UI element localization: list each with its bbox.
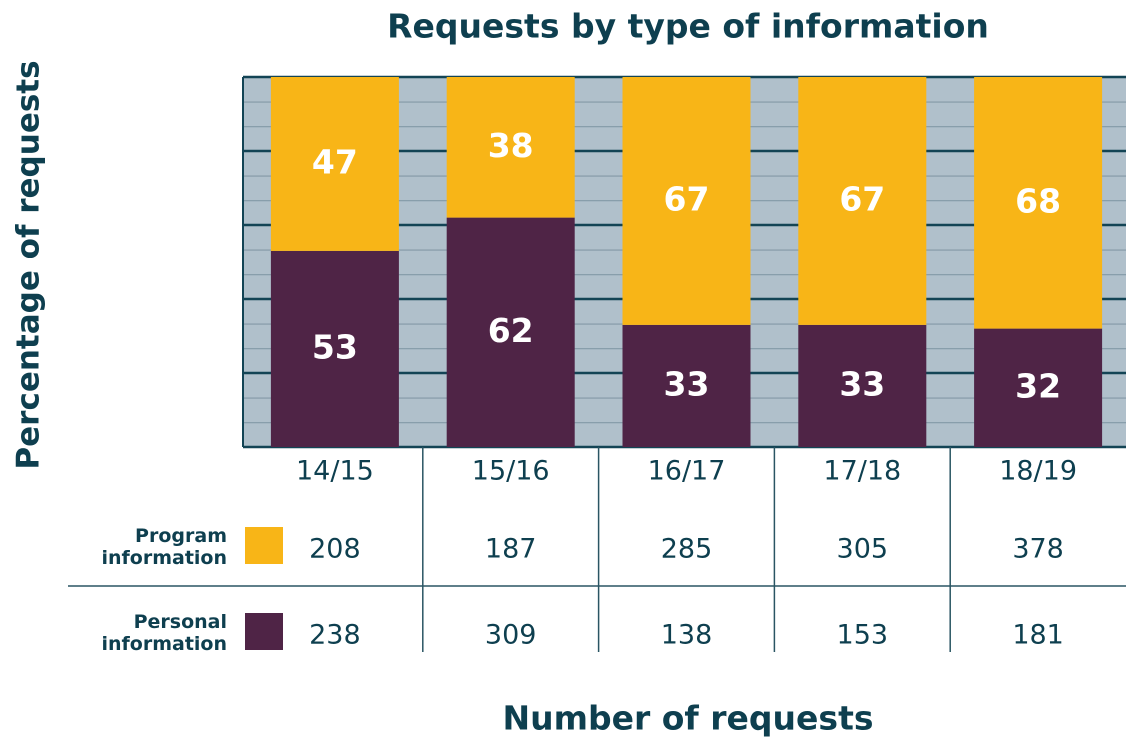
bar-segment [270, 77, 399, 251]
bar-segment [622, 77, 751, 325]
x-axis-label: Number of requests [503, 699, 874, 738]
table-cell: 378 [1012, 534, 1064, 565]
bar-segment [798, 77, 927, 325]
data-label: 68 [1015, 181, 1061, 220]
table-cell: 309 [485, 620, 537, 651]
table-cell: 181 [1012, 620, 1064, 651]
legend-swatch [245, 613, 283, 650]
data-label: 47 [312, 142, 358, 181]
table-cell: 208 [309, 534, 361, 565]
table-cell: 138 [661, 620, 713, 651]
table-cell: 238 [309, 620, 361, 651]
data-label: 33 [839, 364, 885, 403]
data-label: 32 [1015, 366, 1061, 405]
y-axis-label: Percentage of requests [11, 60, 47, 469]
bar-segment [446, 77, 575, 218]
chart-title: Requests by type of information [387, 7, 989, 46]
x-tick-label: 17/18 [823, 456, 901, 487]
x-tick-label: 18/19 [999, 456, 1077, 487]
bar-segment [798, 324, 927, 447]
data-label: 53 [312, 327, 358, 366]
bar-segment [974, 77, 1103, 329]
data-label: 38 [488, 126, 534, 165]
table-cell: 153 [837, 620, 889, 651]
bar-segment [270, 250, 399, 447]
data-label: 62 [488, 311, 534, 350]
table-cell: 187 [485, 534, 537, 565]
data-label: 67 [839, 179, 885, 218]
bar-segment [974, 328, 1103, 447]
x-tick-label: 14/15 [296, 456, 374, 487]
data-label: 33 [664, 364, 710, 403]
legend-swatch [245, 527, 283, 564]
table-cell: 305 [837, 534, 889, 565]
bar-segment [622, 324, 751, 447]
x-tick-label: 15/16 [472, 456, 550, 487]
legend-label: Personal information [101, 611, 227, 655]
x-tick-label: 16/17 [648, 456, 726, 487]
data-label: 67 [664, 179, 710, 218]
bar-segment [446, 217, 575, 447]
legend-label: Program information [101, 525, 227, 569]
table-cell: 285 [661, 534, 713, 565]
